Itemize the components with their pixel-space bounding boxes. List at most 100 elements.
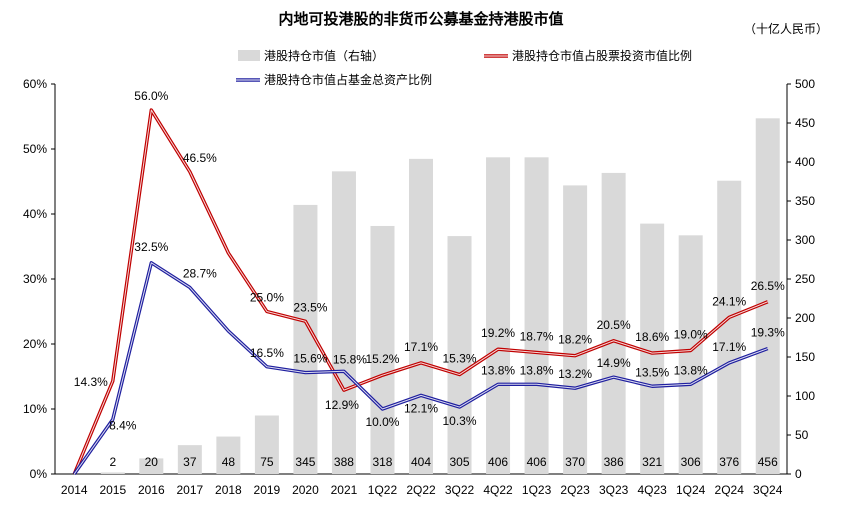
- asset-ratio-data-label: 12.1%: [404, 401, 438, 415]
- left-tick-label: 50%: [23, 142, 47, 156]
- x-tick-label: 1Q24: [676, 483, 706, 497]
- bar: [370, 225, 395, 474]
- stock-ratio-data-label: 19.2%: [481, 326, 515, 340]
- left-tick-label: 10%: [23, 402, 47, 416]
- x-tick-label: 2018: [215, 483, 242, 497]
- asset-ratio-data-label: 28.7%: [183, 266, 217, 280]
- bar: [486, 157, 511, 474]
- asset-ratio-data-label: 13.2%: [558, 367, 592, 381]
- bar: [216, 436, 241, 474]
- bar: [601, 172, 626, 475]
- bar-value-label: 404: [411, 455, 431, 469]
- right-tick-label: 350: [795, 194, 815, 208]
- stock-ratio-data-label: 18.7%: [520, 329, 554, 343]
- bar: [717, 180, 742, 474]
- stock-ratio-data-label: 18.2%: [558, 333, 592, 347]
- bar-value-label: 20: [145, 455, 159, 469]
- bar-value-label: 345: [295, 455, 315, 469]
- bar-value-label: 305: [450, 455, 470, 469]
- right-tick-label: 200: [795, 311, 815, 325]
- x-tick-label: 4Q22: [483, 483, 513, 497]
- stock-ratio-data-label: 26.5%: [751, 279, 785, 293]
- bar: [409, 158, 433, 474]
- legend-label-stock-ratio: 港股持仓市值占股票投资市值比例: [512, 48, 692, 63]
- stock-ratio-data-label: 23.5%: [293, 300, 327, 314]
- bar-value-label: 75: [260, 455, 274, 469]
- asset-ratio-data-label: 14.9%: [597, 356, 631, 370]
- stock-ratio-data-label: 20.5%: [597, 318, 631, 332]
- asset-ratio-data-label: 13.8%: [520, 363, 554, 377]
- bar-value-label: 386: [604, 455, 624, 469]
- asset-ratio-data-label: 10.0%: [365, 415, 399, 429]
- right-tick-label: 250: [795, 272, 815, 286]
- left-tick-label: 40%: [23, 207, 47, 221]
- stock-ratio-data-label: 56.0%: [134, 89, 168, 103]
- x-tick-label: 3Q23: [599, 483, 629, 497]
- legend-label-asset-ratio: 港股持仓市值占基金总资产比例: [264, 72, 432, 87]
- stock-ratio-data-label: 46.5%: [183, 151, 217, 165]
- x-tick-label: 4Q23: [637, 483, 667, 497]
- stock-ratio-data-label: 18.6%: [635, 330, 669, 344]
- bar: [447, 236, 472, 474]
- right-tick-label: 50: [795, 428, 809, 442]
- bar-value-label: 376: [719, 455, 739, 469]
- right-tick-label: 500: [795, 77, 815, 91]
- asset-ratio-data-label: 16.5%: [250, 346, 284, 360]
- left-tick-label: 60%: [23, 77, 47, 91]
- bar: [177, 445, 202, 474]
- x-tick-label: 2Q24: [715, 483, 745, 497]
- stock-ratio-data-label: 24.1%: [712, 294, 746, 308]
- bar: [755, 118, 780, 474]
- bar: [100, 472, 125, 474]
- x-tick-label: 2021: [331, 483, 358, 497]
- left-tick-label: 20%: [23, 337, 47, 351]
- bar-value-label: 370: [565, 455, 585, 469]
- x-tick-label: 1Q22: [368, 483, 398, 497]
- right-tick-label: 300: [795, 233, 815, 247]
- left-tick-label: 0%: [30, 467, 48, 481]
- asset-ratio-line-highlight: [73, 262, 768, 475]
- x-tick-label: 2020: [292, 483, 319, 497]
- asset-ratio-data-label: 15.6%: [293, 352, 327, 366]
- stock-ratio-data-label: 14.3%: [74, 375, 108, 389]
- stock-ratio-data-label: 15.2%: [365, 352, 399, 366]
- x-tick-label: 3Q22: [445, 483, 475, 497]
- asset-ratio-data-label: 13.8%: [481, 363, 515, 377]
- x-tick-label: 2019: [254, 483, 281, 497]
- bar: [563, 185, 588, 474]
- stock-ratio-data-label: 15.3%: [443, 352, 477, 366]
- bar-value-label: 406: [527, 455, 547, 469]
- x-tick-label: 2Q22: [406, 483, 436, 497]
- x-tick-label: 1Q23: [522, 483, 552, 497]
- legend-swatch-bars: [238, 50, 260, 61]
- stock-ratio-data-label: 19.0%: [674, 328, 708, 342]
- right-tick-label: 400: [795, 155, 815, 169]
- asset-ratio-data-label: 13.8%: [674, 363, 708, 377]
- stock-ratio-data-label: 25.0%: [250, 291, 284, 305]
- asset-ratio-data-label: 19.3%: [751, 326, 785, 340]
- right-tick-label: 150: [795, 350, 815, 364]
- bar: [293, 204, 318, 474]
- asset-ratio-data-label: 13.5%: [635, 365, 669, 379]
- right-tick-label: 0: [795, 467, 802, 481]
- bar-value-label: 2: [109, 455, 116, 469]
- bar-value-label: 406: [488, 455, 508, 469]
- x-tick-label: 3Q24: [753, 483, 783, 497]
- left-tick-label: 30%: [23, 272, 47, 286]
- x-tick-label: 2017: [176, 483, 203, 497]
- asset-ratio-data-label: 10.3%: [443, 414, 477, 428]
- bar-value-label: 456: [758, 455, 778, 469]
- x-tick-label: 2016: [138, 483, 165, 497]
- legend-label-bars: 港股持仓市值（右轴）: [264, 48, 384, 63]
- right-tick-label: 100: [795, 389, 815, 403]
- stock-ratio-line-highlight: [73, 109, 768, 475]
- bar: [678, 235, 703, 474]
- bar-value-label: 48: [222, 455, 236, 469]
- stock-ratio-data-label: 12.9%: [325, 398, 359, 412]
- unit-label: （十亿人民币）: [743, 22, 828, 36]
- bar-value-label: 388: [334, 455, 354, 469]
- bar: [254, 415, 279, 474]
- bar: [331, 171, 356, 475]
- asset-ratio-data-label: 17.1%: [712, 340, 746, 354]
